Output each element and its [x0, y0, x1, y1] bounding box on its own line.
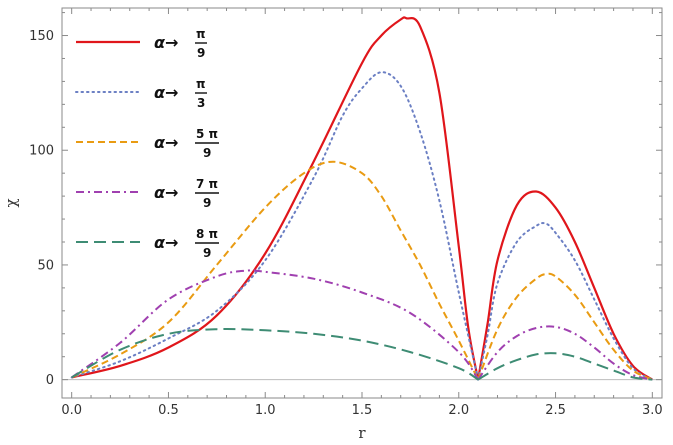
x-axis-label: r: [358, 424, 366, 442]
legend-entry-3: α→ 5 π 9: [76, 127, 219, 160]
series-line-3-segment-1: [71, 160, 479, 381]
legend-prefix: α→: [154, 183, 178, 202]
legend-entry-2: α→ π 3: [75, 77, 207, 110]
series-line-5-segment-1: [71, 328, 479, 381]
series-line-3-segment-2: [477, 272, 653, 381]
legend-prefix: α→: [154, 233, 178, 252]
plot-frame: [61, 7, 663, 399]
x-tick-label: 0.5: [158, 403, 179, 418]
x-tick-label: 1.0: [255, 403, 276, 418]
x-tick-label: 3.0: [642, 403, 663, 418]
x-tick-label: 2.0: [448, 403, 469, 418]
legend-prefix: α→: [154, 83, 178, 102]
legend-denominator: 9: [203, 146, 211, 160]
x-tick-label: 2.5: [545, 403, 566, 418]
series-line-4-segment-2: [477, 325, 653, 381]
series-line-2-segment-1: [70, 71, 480, 381]
x-tick-label: 0.0: [61, 403, 82, 418]
legend-denominator: 3: [197, 96, 205, 110]
ticks: 0.0 0.5 1.0 1.5 2.0 2.5 3.0 0 50 100 150: [29, 8, 663, 418]
legend: α→ π 9 α→ π 3 α→ 5 π 9 α→ 7 π 9 α→ 8 π 9: [75, 27, 219, 260]
series-line-2-segment-2: [477, 222, 654, 381]
series-lines: [70, 16, 654, 381]
legend-entry-4: α→ 7 π 9: [76, 177, 219, 210]
legend-entry-5: α→ 8 π 9: [76, 227, 219, 260]
legend-denominator: 9: [203, 246, 211, 260]
legend-prefix: α→: [154, 133, 178, 152]
legend-numerator: π: [196, 27, 206, 41]
legend-prefix: α→: [154, 33, 178, 52]
legend-numerator: 7 π: [196, 177, 218, 191]
y-tick-label: 150: [29, 29, 54, 44]
series-line-1-segment-2: [477, 190, 653, 381]
y-axis-label: χ: [2, 198, 20, 207]
legend-denominator: 9: [197, 46, 205, 60]
series-line-5-segment-2: [477, 352, 653, 381]
axes: [61, 7, 663, 399]
legend-numerator: 5 π: [196, 127, 218, 141]
series-line-4-segment-1: [71, 269, 479, 381]
legend-denominator: 9: [203, 196, 211, 210]
y-tick-label: 0: [46, 373, 54, 388]
legend-numerator: 8 π: [196, 227, 218, 241]
legend-entry-1: α→ π 9: [76, 27, 207, 60]
legend-numerator: π: [196, 77, 206, 91]
y-tick-label: 100: [29, 144, 54, 159]
y-tick-label: 50: [37, 258, 54, 273]
x-tick-label: 1.5: [352, 403, 373, 418]
